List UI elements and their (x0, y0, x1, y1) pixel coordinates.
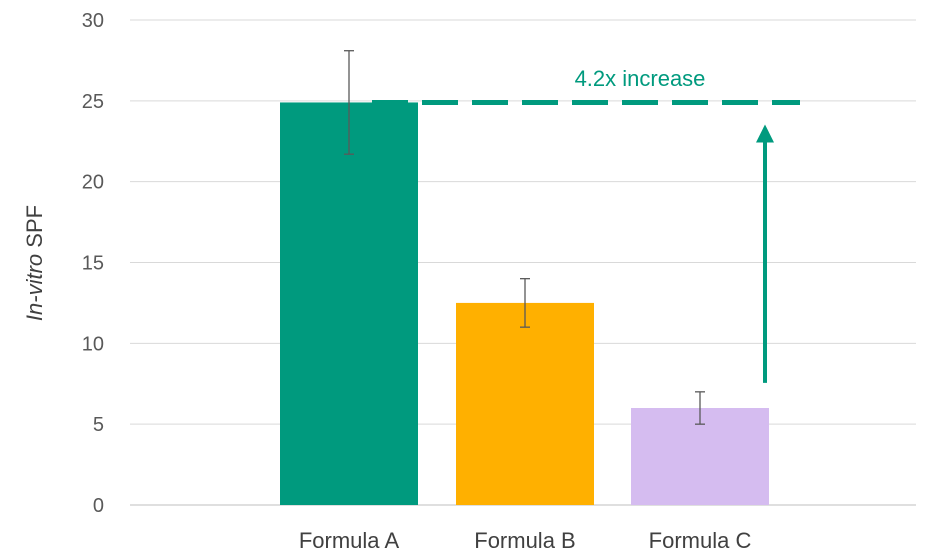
category-label: Formula A (299, 528, 400, 553)
y-tick-label: 0 (93, 495, 104, 517)
category-label: Formula C (649, 528, 752, 553)
y-tick-label: 15 (82, 253, 104, 275)
y-axis-label-italic: In-vitro (22, 254, 47, 321)
error-bars (344, 50, 705, 425)
increase-arrow-head (756, 124, 774, 143)
bars (280, 102, 769, 505)
y-axis-label: In-vitro SPF (22, 205, 47, 321)
annotation-label: 4.2x increase (575, 66, 706, 91)
bar (456, 302, 594, 505)
y-axis-ticks: 0 5 10 15 20 25 30 (82, 10, 104, 517)
bar (280, 102, 418, 505)
y-tick-label: 25 (82, 91, 104, 113)
annotation: 4.2x increase (372, 66, 800, 383)
y-tick-label: 10 (82, 333, 104, 355)
category-label: Formula B (474, 528, 575, 553)
y-tick-label: 5 (93, 414, 104, 436)
category-labels: Formula A Formula B Formula C (299, 528, 752, 553)
y-tick-label: 20 (82, 172, 104, 194)
y-axis-label-rest: SPF (22, 205, 47, 254)
y-tick-label: 30 (82, 10, 104, 32)
